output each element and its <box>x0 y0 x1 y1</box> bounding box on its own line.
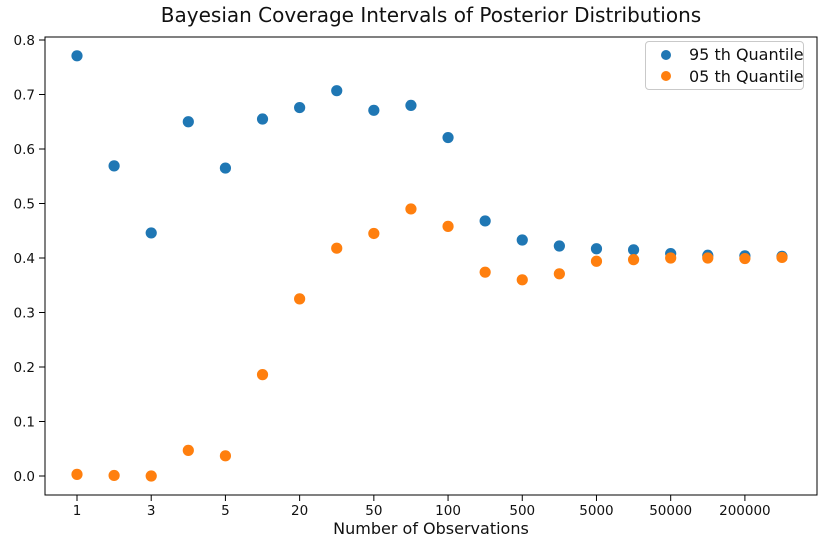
point-95th-12 <box>516 234 528 246</box>
y-tick-label: 0.6 <box>14 142 35 158</box>
plot-frame <box>44 36 818 496</box>
point-05th-6 <box>294 293 306 305</box>
x-axis-label: Number of Observations <box>333 519 529 538</box>
point-95th-7 <box>331 85 343 97</box>
point-95th-4 <box>219 162 232 174</box>
x-tick-label: 50 <box>365 503 382 519</box>
x-tick-label: 50000 <box>649 503 692 519</box>
legend-label-95th: 95 th Quantile <box>689 45 804 65</box>
point-95th-13 <box>553 240 565 252</box>
legend-item-05th: 05 th Quantile <box>646 66 804 88</box>
x-tick-label: 500 <box>509 503 535 519</box>
x-tick-label: 200000 <box>719 503 771 519</box>
y-tick-label: 0.4 <box>14 251 35 267</box>
point-05th-12 <box>516 274 528 286</box>
point-05th-1 <box>108 469 120 482</box>
point-05th-14 <box>590 255 603 267</box>
legend: 95 th Quantile 05 th Quantile <box>645 41 804 90</box>
point-05th-13 <box>553 268 565 280</box>
point-95th-9 <box>405 99 417 111</box>
point-05th-3 <box>182 444 194 456</box>
x-tick-label: 20 <box>291 503 308 519</box>
x-tick-label: 5 <box>221 503 230 519</box>
point-95th-10 <box>442 131 454 144</box>
x-tick-label: 3 <box>147 503 156 519</box>
point-05th-8 <box>368 227 380 240</box>
point-05th-7 <box>331 242 343 254</box>
point-95th-5 <box>256 113 269 125</box>
y-tick-label: 0.1 <box>14 415 35 431</box>
point-05th-16 <box>665 252 677 264</box>
y-tick-label: 0.2 <box>14 360 35 376</box>
point-95th-14 <box>590 243 603 255</box>
point-95th-2 <box>145 227 157 239</box>
x-tick-label: 5000 <box>579 503 613 519</box>
y-tick-label: 0.5 <box>14 197 35 213</box>
point-05th-2 <box>145 470 157 482</box>
point-05th-5 <box>256 369 269 381</box>
point-95th-1 <box>108 160 120 172</box>
point-05th-18 <box>739 252 751 265</box>
point-95th-6 <box>294 101 306 114</box>
point-05th-15 <box>627 254 640 266</box>
x-tick-label: 1 <box>73 503 82 519</box>
point-95th-11 <box>479 215 491 227</box>
point-95th-8 <box>368 104 380 116</box>
x-tick-label: 100 <box>435 503 461 519</box>
legend-marker-95th-icon <box>661 49 671 60</box>
point-05th-11 <box>479 266 491 278</box>
y-tick-label: 0.8 <box>14 33 35 49</box>
point-05th-0 <box>71 468 83 480</box>
point-05th-10 <box>442 220 454 232</box>
point-95th-0 <box>71 50 83 62</box>
y-tick-label: 0.3 <box>14 306 35 322</box>
point-05th-17 <box>702 252 714 264</box>
point-05th-4 <box>219 450 232 462</box>
point-05th-9 <box>405 203 417 215</box>
legend-marker-05th-icon <box>661 71 671 82</box>
legend-label-05th: 05 th Quantile <box>689 66 804 86</box>
legend-item-95th: 95 th Quantile <box>646 44 804 66</box>
point-95th-3 <box>182 116 194 128</box>
point-95th-15 <box>627 244 640 256</box>
chart-title: Bayesian Coverage Intervals of Posterior… <box>160 3 702 27</box>
point-05th-19 <box>776 251 788 264</box>
y-tick-label: 0.0 <box>14 469 35 485</box>
y-tick-label: 0.7 <box>14 88 35 104</box>
